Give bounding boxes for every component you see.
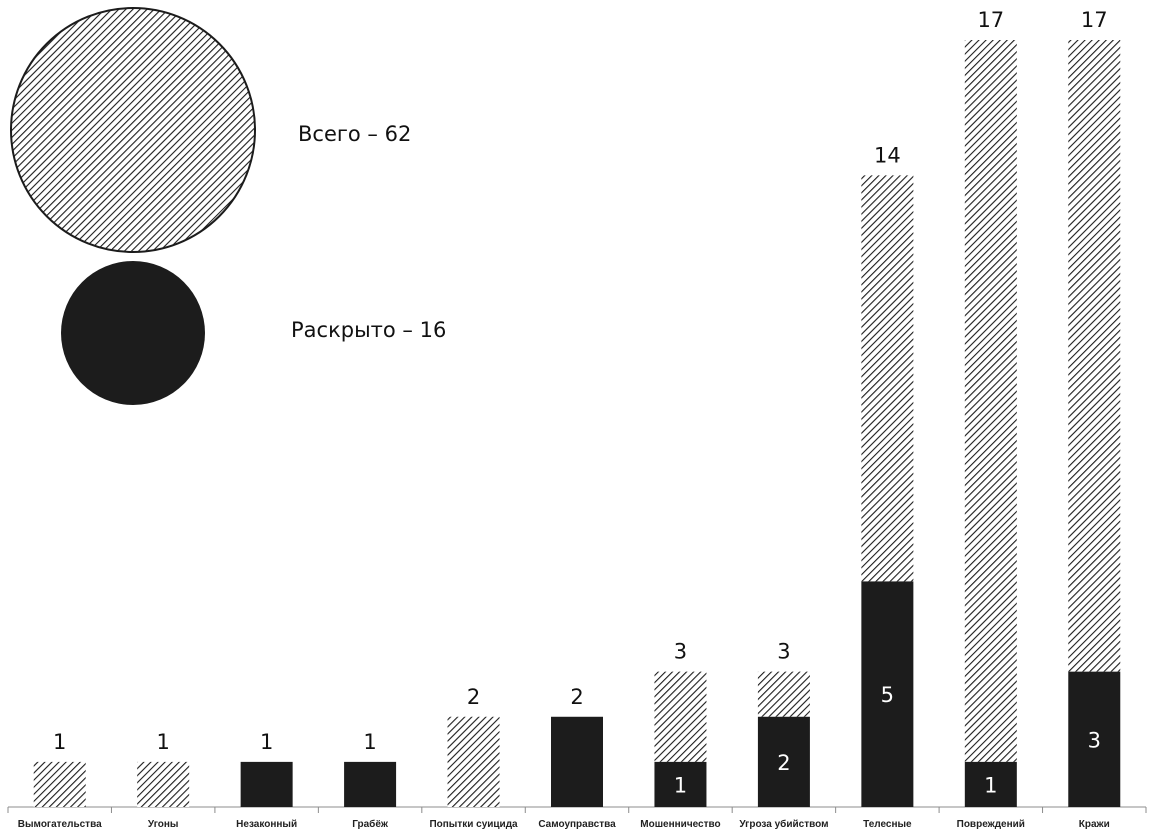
category-label: Телесные	[863, 819, 912, 830]
bar-unsolved-1	[33, 761, 86, 807]
bar-unsolved-8	[757, 671, 810, 717]
legend-total-label: Всего – 62	[298, 122, 411, 146]
category-label: Повреждений	[957, 819, 1025, 830]
total-value-label: 17	[977, 8, 1004, 32]
category-label: Вымогательства	[18, 819, 102, 830]
bar-series	[33, 40, 1121, 807]
legend-total-swatch	[10, 7, 256, 253]
bar-solved-3	[240, 761, 293, 807]
category-label: Мошенничество	[640, 819, 720, 830]
category-label: Угроза убийством	[739, 818, 828, 830]
solved-value-label: 1	[674, 773, 687, 797]
category-label: Кражи	[1079, 819, 1110, 830]
bar-solved-7	[654, 761, 707, 807]
bar-solved-11	[1068, 671, 1121, 807]
legend-solved-swatch	[61, 261, 205, 405]
bar-unsolved-9	[861, 175, 914, 582]
total-value-label: 3	[777, 640, 790, 664]
total-value-label: 17	[1081, 8, 1108, 32]
data-labels: 1 1 1 1 2 2 3 1 3 2 14 5 17 1 17 3	[53, 8, 1108, 797]
bar-solved-6	[551, 716, 603, 807]
total-value-label: 3	[674, 640, 687, 664]
bar-unsolved-11	[1068, 40, 1121, 672]
total-value-label: 2	[570, 685, 583, 709]
bar-unsolved-2	[137, 761, 190, 807]
bar-solved-10	[964, 761, 1017, 807]
category-label: Незаконный	[236, 819, 297, 830]
bar-solved-8	[757, 716, 810, 807]
bar-solved-9	[861, 581, 914, 807]
total-value-label: 14	[874, 143, 901, 167]
solved-value-label: 5	[881, 683, 894, 707]
total-value-label: 1	[53, 730, 66, 754]
solved-value-label: 3	[1088, 728, 1101, 752]
solved-value-label: 1	[984, 773, 997, 797]
solved-value-label: 2	[777, 751, 790, 775]
total-value-label: 1	[363, 730, 376, 754]
category-label: Угоны	[148, 819, 179, 830]
total-value-label: 2	[467, 685, 480, 709]
bar-unsolved-5	[447, 716, 500, 807]
category-labels: Вымогательства Угоны Незаконный Грабёж Попыт…	[18, 818, 1110, 830]
total-value-label: 1	[260, 730, 273, 754]
category-label: Самоуправства	[538, 819, 616, 830]
bar-unsolved-7	[654, 671, 707, 762]
legend-solved-label: Раскрыто – 16	[291, 318, 446, 342]
x-axis	[7, 806, 1147, 813]
bar-unsolved-10	[964, 40, 1017, 762]
bar-solved-4	[344, 761, 397, 807]
chart-legend: Всего – 62 Раскрыто – 16	[10, 7, 446, 405]
category-label: Грабёж	[352, 818, 389, 830]
total-value-label: 1	[156, 730, 169, 754]
category-label: Попытки суицида	[429, 819, 518, 830]
